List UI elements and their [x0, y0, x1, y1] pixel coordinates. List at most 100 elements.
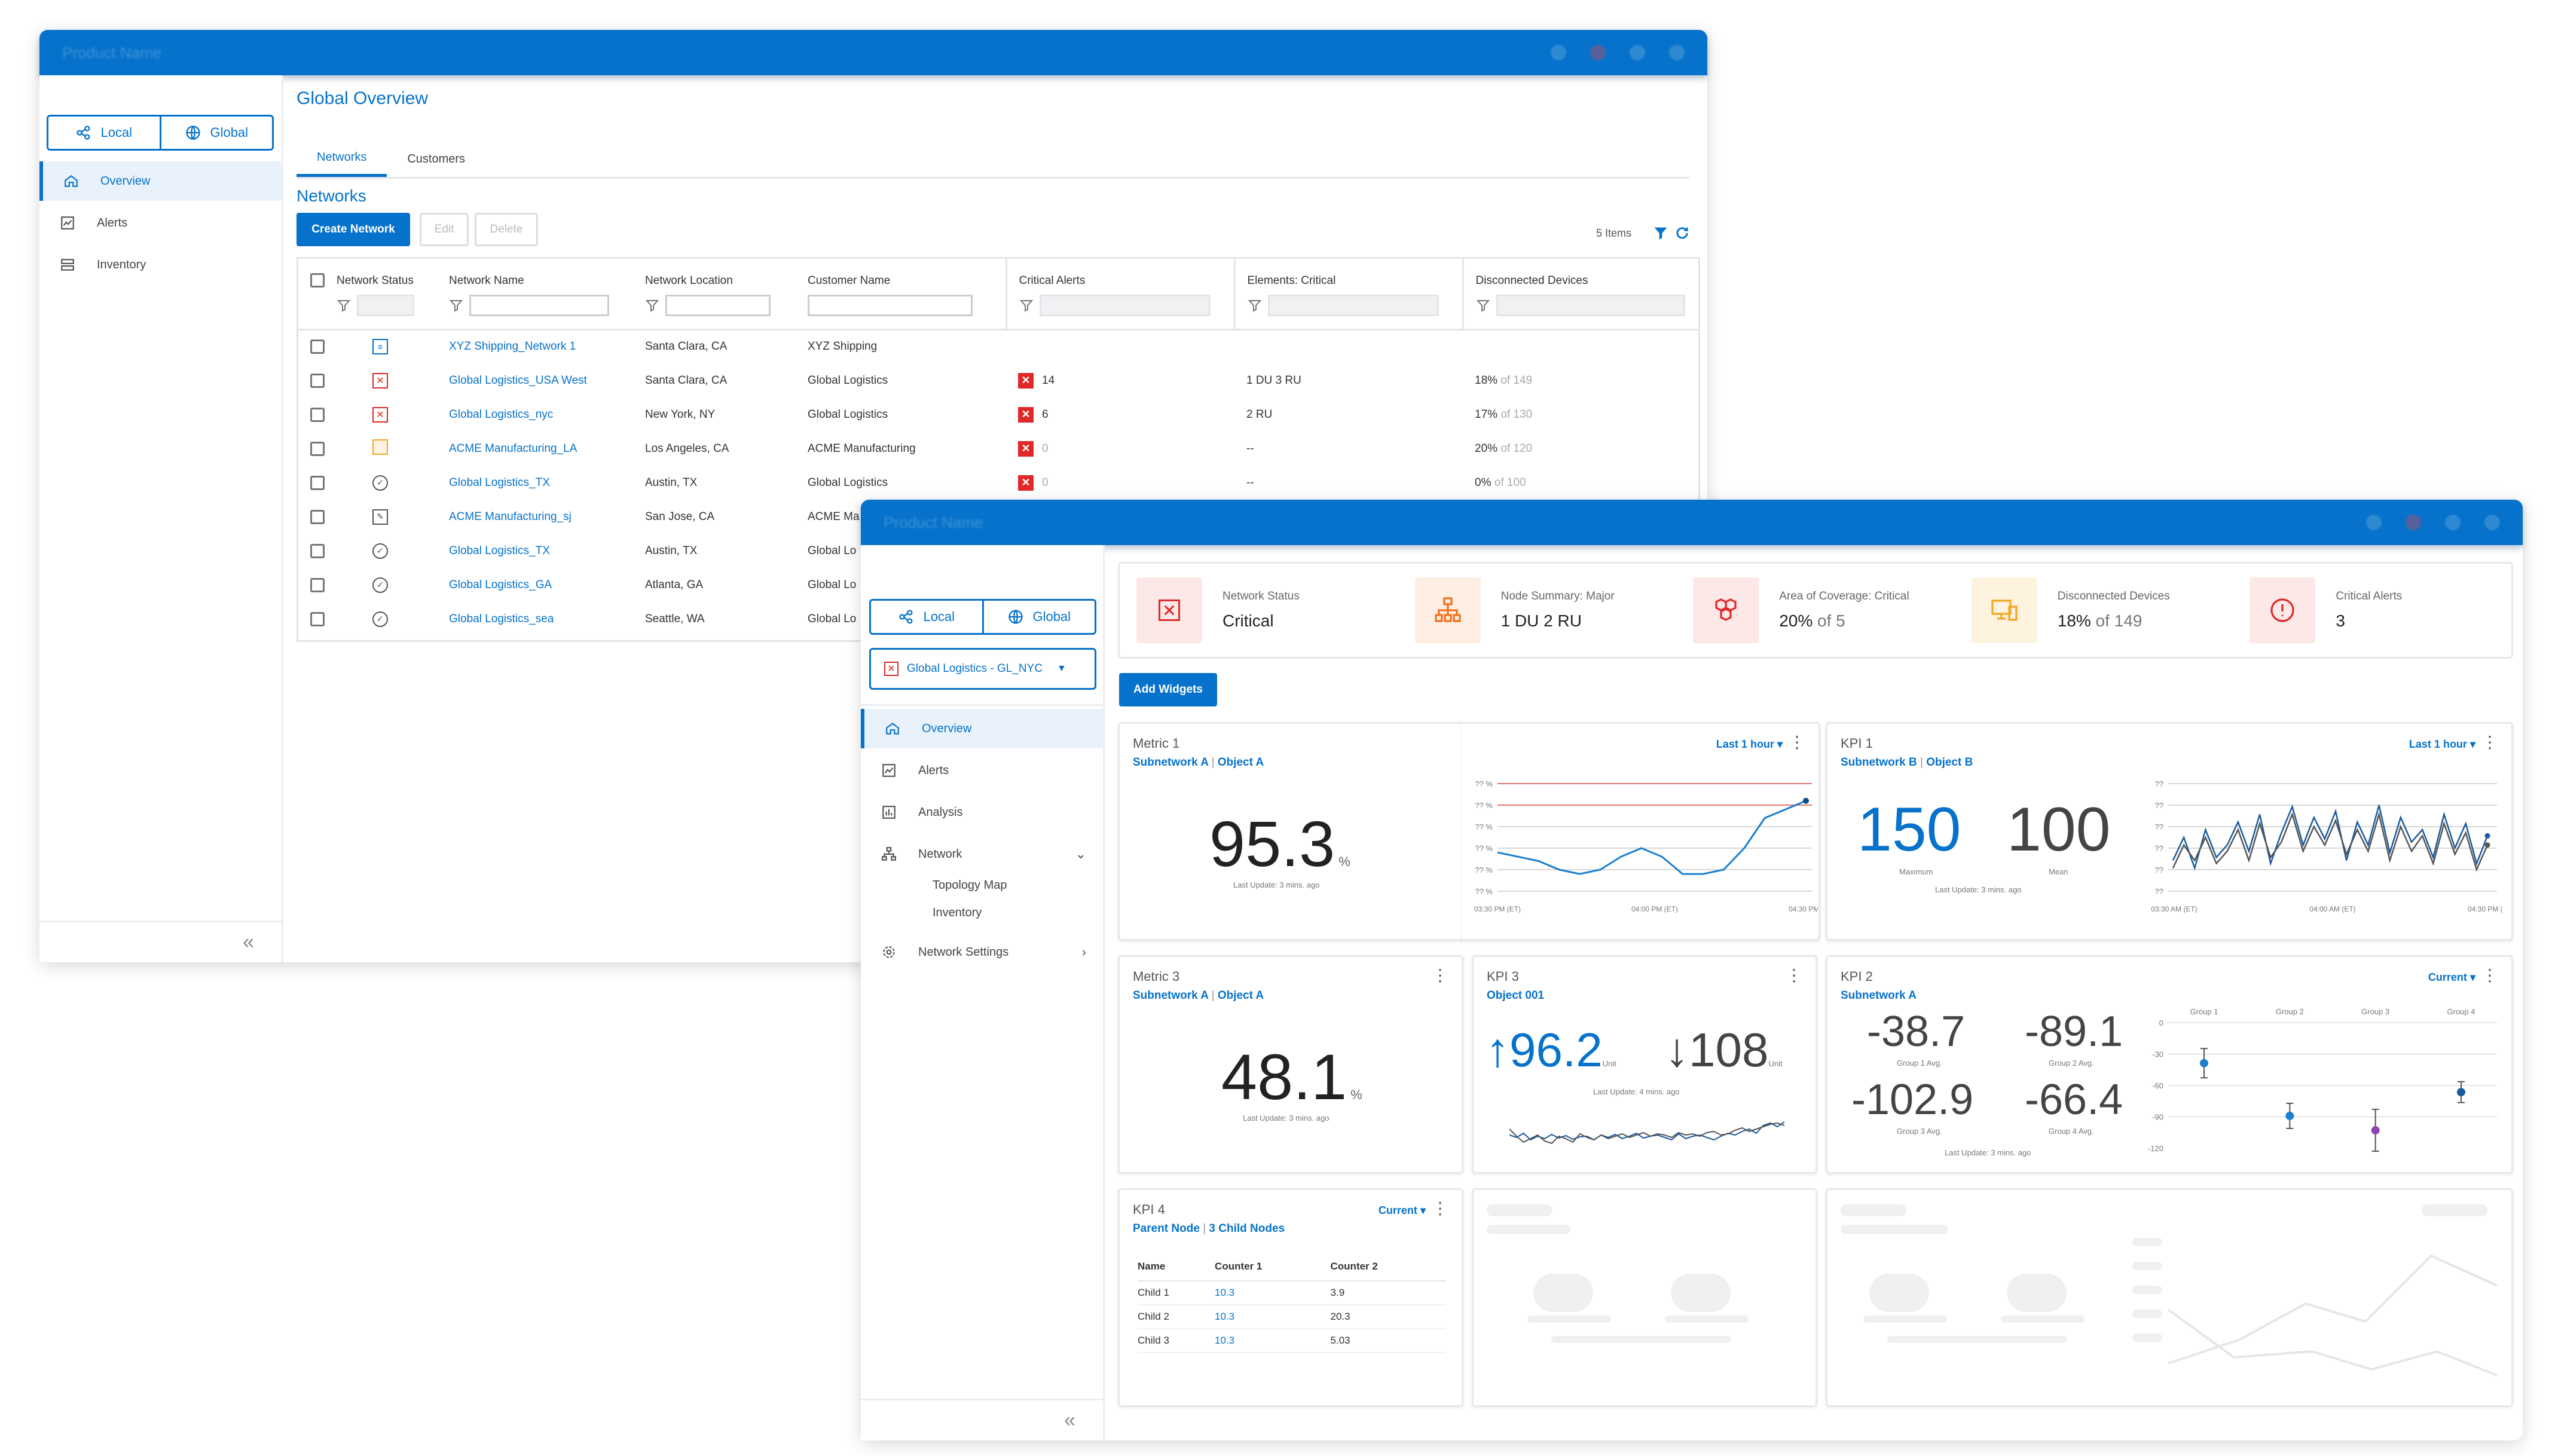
- nav-overview[interactable]: Overview: [861, 709, 1103, 748]
- column-filter-icon[interactable]: [1248, 298, 1262, 313]
- time-range-select[interactable]: Current ▾: [1378, 1204, 1426, 1216]
- network-name-link[interactable]: ACME Manufacturing_sj: [449, 510, 571, 523]
- scope-global-button[interactable]: Global: [982, 601, 1095, 633]
- more-menu-icon[interactable]: ⋮: [1432, 966, 1448, 984]
- notification-icon[interactable]: [1590, 45, 1606, 60]
- customer-filter-input[interactable]: [808, 295, 973, 316]
- link-subnetwork[interactable]: Subnetwork A: [1133, 989, 1209, 1002]
- time-range-select[interactable]: Current ▾: [2428, 971, 2475, 983]
- column-filter-icon[interactable]: [449, 298, 463, 313]
- tab-customers[interactable]: Customers: [407, 152, 466, 166]
- location-filter-input[interactable]: [665, 295, 771, 316]
- more-menu-icon[interactable]: ⋮: [1432, 1199, 1448, 1218]
- link-subnetwork[interactable]: Subnetwork A: [1133, 756, 1209, 769]
- disconnected-filter-input[interactable]: [1496, 295, 1685, 316]
- summary-item[interactable]: Network Status Critical: [1120, 564, 1398, 657]
- link-parent-node[interactable]: Parent Node: [1133, 1222, 1200, 1235]
- network-name-link[interactable]: Global Logistics_TX: [449, 544, 550, 557]
- network-name-link[interactable]: ACME Manufacturing_LA: [449, 442, 577, 455]
- link-child-nodes[interactable]: 3 Child Nodes: [1209, 1222, 1285, 1235]
- select-all-checkbox[interactable]: [310, 273, 325, 287]
- settings-icon[interactable]: [1630, 45, 1645, 60]
- network-name-link[interactable]: Global Logistics_GA: [449, 578, 552, 591]
- notification-icon[interactable]: [2406, 515, 2421, 530]
- summary-item[interactable]: Critical Alerts 3: [2233, 564, 2511, 657]
- network-name-link[interactable]: Global Logistics_sea: [449, 612, 554, 625]
- search-icon[interactable]: [2366, 515, 2382, 530]
- link-object[interactable]: Object A: [1217, 989, 1264, 1002]
- col-elements-critical[interactable]: Elements: Critical: [1233, 259, 1463, 329]
- row-checkbox[interactable]: [310, 543, 325, 558]
- nav-network-settings[interactable]: Network Settings ›: [861, 932, 1103, 972]
- link-object[interactable]: Object 001: [1487, 989, 1545, 1002]
- scope-local-button[interactable]: Local: [48, 117, 160, 149]
- table-row[interactable]: ✓ Global Logistics_TX Austin, TX Global …: [298, 534, 1698, 568]
- nav-alerts[interactable]: Alerts: [861, 751, 1103, 790]
- row-checkbox[interactable]: [310, 577, 325, 592]
- filter-icon[interactable]: [1652, 225, 1669, 241]
- network-name-link[interactable]: Global Logistics_TX: [449, 476, 550, 489]
- table-row[interactable]: ACME Manufacturing_LA Los Angeles, CA AC…: [298, 432, 1698, 466]
- col-critical-alerts[interactable]: Critical Alerts: [1005, 259, 1234, 329]
- subnav-topology-map[interactable]: Topology Map: [933, 878, 1007, 892]
- search-icon[interactable]: [1551, 45, 1566, 60]
- link-object[interactable]: Object A: [1217, 756, 1264, 769]
- nav-overview[interactable]: Overview: [39, 161, 282, 201]
- table-row[interactable]: ≡ XYZ Shipping_Network 1 Santa Clara, CA…: [298, 329, 1698, 363]
- col-disconnected-devices[interactable]: Disconnected Devices: [1462, 259, 1698, 329]
- col-network-name[interactable]: Network Name: [449, 259, 645, 329]
- table-row[interactable]: ✓ Global Logistics_TX Austin, TX Global …: [298, 466, 1698, 500]
- network-name-link[interactable]: Global Logistics_nyc: [449, 408, 554, 421]
- network-name-link[interactable]: XYZ Shipping_Network 1: [449, 340, 576, 353]
- table-row[interactable]: ✎ ACME Manufacturing_sj San Jose, CA ACM…: [298, 500, 1698, 534]
- settings-icon[interactable]: [2445, 515, 2461, 530]
- link-object[interactable]: Object B: [1926, 756, 1973, 769]
- row-checkbox[interactable]: [310, 475, 325, 490]
- column-filter-icon[interactable]: [337, 298, 351, 313]
- user-icon[interactable]: [1669, 45, 1685, 60]
- col-network-status[interactable]: Network Status: [337, 259, 449, 329]
- tab-networks[interactable]: Networks: [297, 141, 387, 177]
- collapse-sidebar-icon[interactable]: «: [39, 920, 282, 962]
- table-row[interactable]: ✕ Global Logistics_nyc New York, NY Glob…: [298, 397, 1698, 432]
- summary-item[interactable]: Node Summary: Major 1 DU 2 RU: [1398, 564, 1677, 657]
- counter-link[interactable]: 10.3: [1215, 1335, 1235, 1346]
- row-checkbox[interactable]: [310, 441, 325, 456]
- add-widgets-button[interactable]: Add Widgets: [1119, 673, 1217, 706]
- link-subnetwork[interactable]: Subnetwork A: [1841, 989, 1917, 1002]
- summary-item[interactable]: Disconnected Devices 18% of 149: [1955, 564, 2233, 657]
- nav-inventory[interactable]: Inventory: [39, 245, 282, 285]
- summary-item[interactable]: Area of Coverage: Critical 20% of 5: [1676, 564, 1955, 657]
- column-filter-icon[interactable]: [645, 298, 659, 313]
- user-icon[interactable]: [2484, 515, 2500, 530]
- nav-network[interactable]: Network ⌄: [861, 834, 1103, 874]
- refresh-icon[interactable]: [1674, 225, 1691, 241]
- scope-local-button[interactable]: Local: [871, 601, 982, 633]
- row-checkbox[interactable]: [310, 611, 325, 626]
- alerts-filter-input[interactable]: [1039, 295, 1211, 316]
- more-menu-icon[interactable]: ⋮: [1786, 966, 1802, 984]
- table-row[interactable]: ✕ Global Logistics_USA West Santa Clara,…: [298, 363, 1698, 397]
- subnav-inventory[interactable]: Inventory: [933, 906, 982, 919]
- table-row[interactable]: ✓ Global Logistics_sea Seattle, WA Globa…: [298, 602, 1698, 636]
- row-checkbox[interactable]: [310, 509, 325, 524]
- time-range-select[interactable]: Last 1 hour ▾: [2409, 738, 2475, 750]
- row-checkbox[interactable]: [310, 373, 325, 388]
- more-menu-icon[interactable]: ⋮: [2481, 966, 2498, 984]
- scope-global-button[interactable]: Global: [159, 117, 272, 149]
- col-network-location[interactable]: Network Location: [645, 259, 808, 329]
- col-customer-name[interactable]: Customer Name: [808, 259, 1006, 329]
- name-filter-input[interactable]: [469, 295, 609, 316]
- network-select[interactable]: ✕ Global Logistics - GL_NYC ▼: [869, 648, 1096, 690]
- column-filter-icon[interactable]: [1476, 298, 1490, 313]
- counter-link[interactable]: 10.3: [1215, 1287, 1235, 1298]
- link-subnetwork[interactable]: Subnetwork B: [1841, 756, 1917, 769]
- collapse-sidebar-icon[interactable]: «: [861, 1399, 1103, 1440]
- nav-analysis[interactable]: Analysis: [861, 793, 1103, 832]
- column-filter-icon[interactable]: [1019, 298, 1034, 313]
- time-range-select[interactable]: Last 1 hour ▾: [1716, 738, 1783, 750]
- table-row[interactable]: ✓ Global Logistics_GA Atlanta, GA Global…: [298, 568, 1698, 602]
- status-filter-input[interactable]: [357, 295, 414, 316]
- counter-link[interactable]: 10.3: [1215, 1311, 1235, 1322]
- row-checkbox[interactable]: [310, 339, 325, 354]
